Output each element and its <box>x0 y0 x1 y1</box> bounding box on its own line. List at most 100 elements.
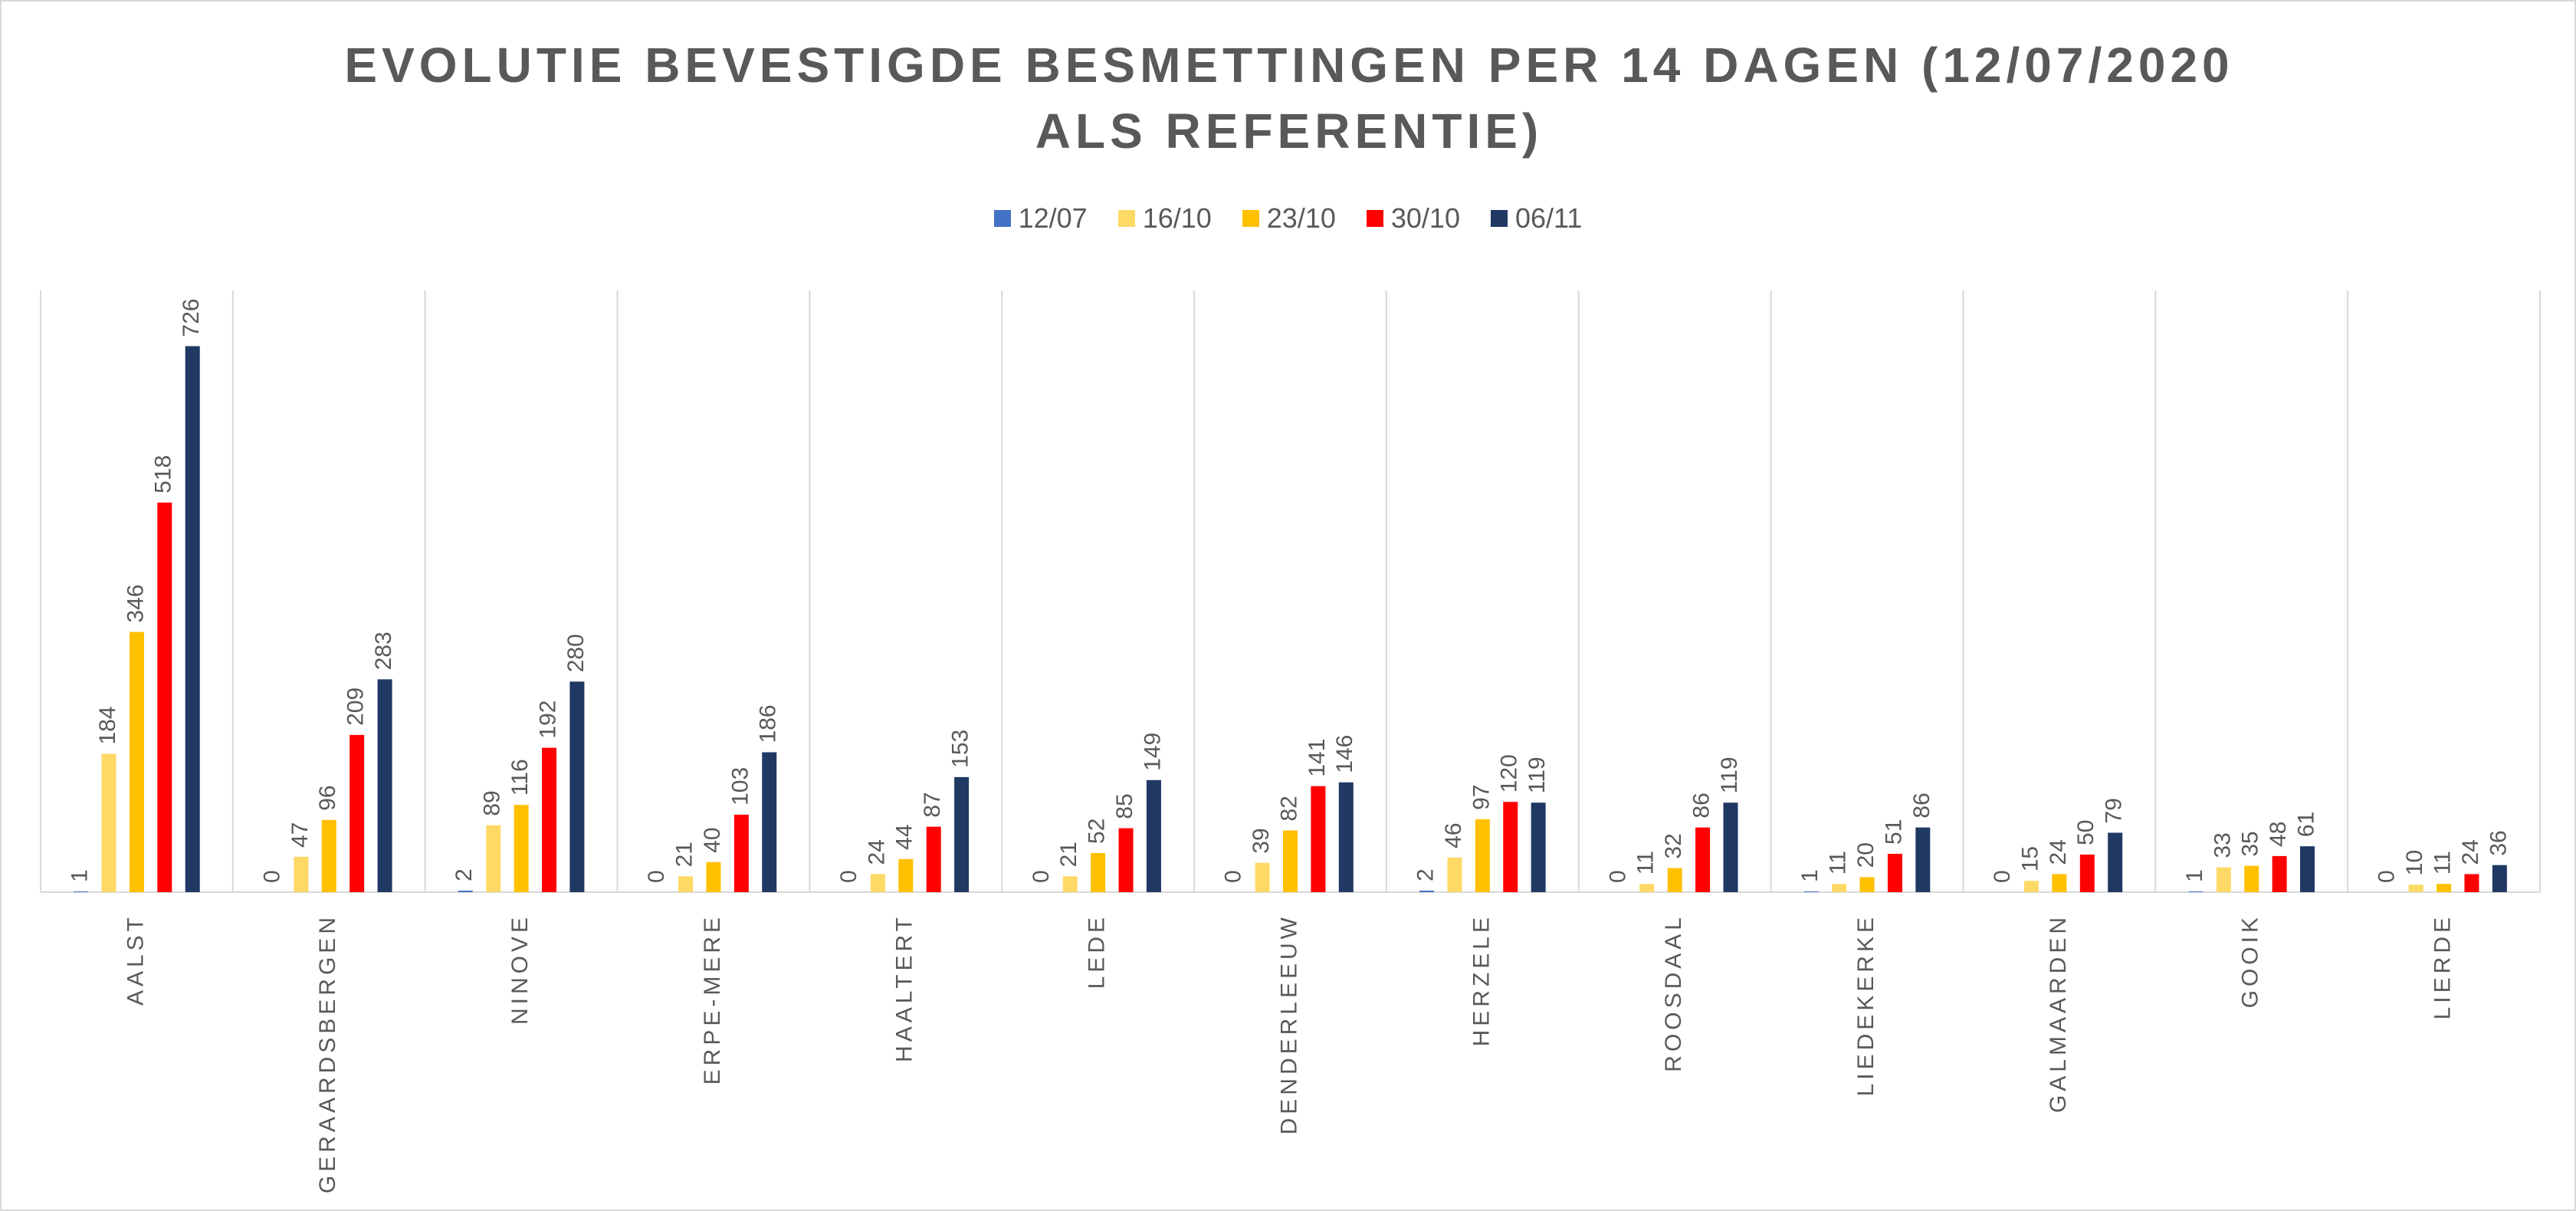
bar <box>1475 819 1490 892</box>
legend-swatch <box>993 210 1011 227</box>
bar <box>1091 852 1106 892</box>
bar <box>1146 779 1161 892</box>
data-label: 32 <box>1661 833 1686 858</box>
data-label: 1 <box>1797 869 1823 882</box>
legend-item: 06/11 <box>1490 202 1582 235</box>
data-label: 85 <box>1112 793 1137 819</box>
data-label: 186 <box>756 704 781 743</box>
x-tick-label: NINOVE <box>507 914 533 1025</box>
data-label: 2 <box>1413 868 1438 881</box>
bar <box>2272 855 2287 892</box>
bar <box>185 346 200 892</box>
data-label: 82 <box>1276 796 1301 821</box>
data-label: 44 <box>892 824 917 849</box>
bar <box>321 819 336 892</box>
x-tick-label: HAALTERT <box>892 914 917 1062</box>
bar <box>542 747 557 892</box>
data-label: 86 <box>1909 793 1934 818</box>
data-label: 36 <box>2486 830 2511 855</box>
bar <box>898 858 914 892</box>
data-label: 46 <box>1441 822 1466 848</box>
data-label: 119 <box>1524 756 1550 793</box>
data-label: 24 <box>2046 839 2071 865</box>
data-label: 184 <box>95 706 120 744</box>
bar <box>157 502 172 892</box>
data-label: 50 <box>2073 820 2099 845</box>
bar <box>1311 786 1326 892</box>
data-label: 0 <box>1605 870 1630 883</box>
legend: 12/07 16/10 23/10 30/10 06/11 <box>2 202 2574 235</box>
data-label: 52 <box>1085 819 1110 844</box>
bar <box>870 874 885 892</box>
x-tick-label: AALST <box>123 914 148 1006</box>
bar <box>2408 884 2423 892</box>
data-label: 2 <box>451 868 477 881</box>
data-label: 87 <box>920 792 945 817</box>
bar <box>1531 802 1546 892</box>
data-label: 103 <box>727 767 753 806</box>
bar <box>2437 884 2452 892</box>
data-label: 1 <box>2182 869 2207 882</box>
legend-label: 23/10 <box>1266 202 1336 234</box>
data-label: 0 <box>836 870 861 883</box>
bar <box>486 825 501 892</box>
bar <box>1118 828 1134 892</box>
data-label: 24 <box>864 839 889 865</box>
data-label: 346 <box>123 584 148 622</box>
legend-swatch <box>1242 210 1259 227</box>
bar <box>706 861 721 892</box>
data-label: 116 <box>507 759 533 796</box>
data-label: 96 <box>315 785 340 810</box>
data-label: 209 <box>343 688 369 726</box>
legend-swatch <box>1490 210 1508 227</box>
x-tick-label: HERZELE <box>1468 914 1494 1046</box>
data-label: 518 <box>151 455 176 494</box>
data-label: 283 <box>371 632 396 670</box>
data-label: 39 <box>1249 828 1274 853</box>
bar <box>1695 827 1711 892</box>
bar <box>1062 876 1078 892</box>
data-label: 33 <box>2210 832 2235 858</box>
data-label: 0 <box>2374 870 2400 883</box>
bar <box>1419 891 1435 892</box>
bar <box>514 805 529 892</box>
data-label: 97 <box>1468 784 1494 809</box>
data-label: 0 <box>1221 870 1246 883</box>
data-label: 149 <box>1140 733 1165 771</box>
bar <box>762 752 777 892</box>
bar <box>74 891 89 892</box>
data-label: 726 <box>179 299 204 337</box>
data-label: 47 <box>287 822 313 848</box>
bar <box>349 734 365 892</box>
chart-title: EVOLUTIE BEVESTIGDE BESMETTINGEN PER 14 … <box>344 38 2234 159</box>
bar <box>2492 865 2507 892</box>
bar <box>1667 868 1682 892</box>
data-label: 153 <box>948 730 973 768</box>
bar <box>1859 877 1875 892</box>
bar <box>1503 802 1518 892</box>
bar <box>2188 891 2204 892</box>
bar <box>1255 862 1270 892</box>
legend-item: 23/10 <box>1242 202 1336 235</box>
bar <box>1832 884 1847 892</box>
data-label: 141 <box>1304 739 1330 777</box>
data-label: 192 <box>535 701 560 739</box>
data-label: 15 <box>2017 846 2043 871</box>
legend-label: 30/10 <box>1390 202 1460 234</box>
data-label: 11 <box>1826 851 1851 875</box>
legend-label: 12/07 <box>1018 202 1088 234</box>
legend-item: 12/07 <box>993 202 1088 235</box>
data-label: 0 <box>1990 870 2015 883</box>
bar <box>733 814 749 892</box>
bar <box>2464 874 2479 892</box>
bar <box>377 679 392 892</box>
data-label: 1 <box>67 869 93 882</box>
bar <box>1723 802 1738 892</box>
bar <box>926 826 941 892</box>
data-label: 24 <box>2458 839 2483 865</box>
x-tick-label: GOOIK <box>2238 914 2263 1008</box>
legend-swatch <box>1366 210 1383 227</box>
data-label: 119 <box>1717 756 1742 793</box>
legend-swatch <box>1117 210 1135 227</box>
